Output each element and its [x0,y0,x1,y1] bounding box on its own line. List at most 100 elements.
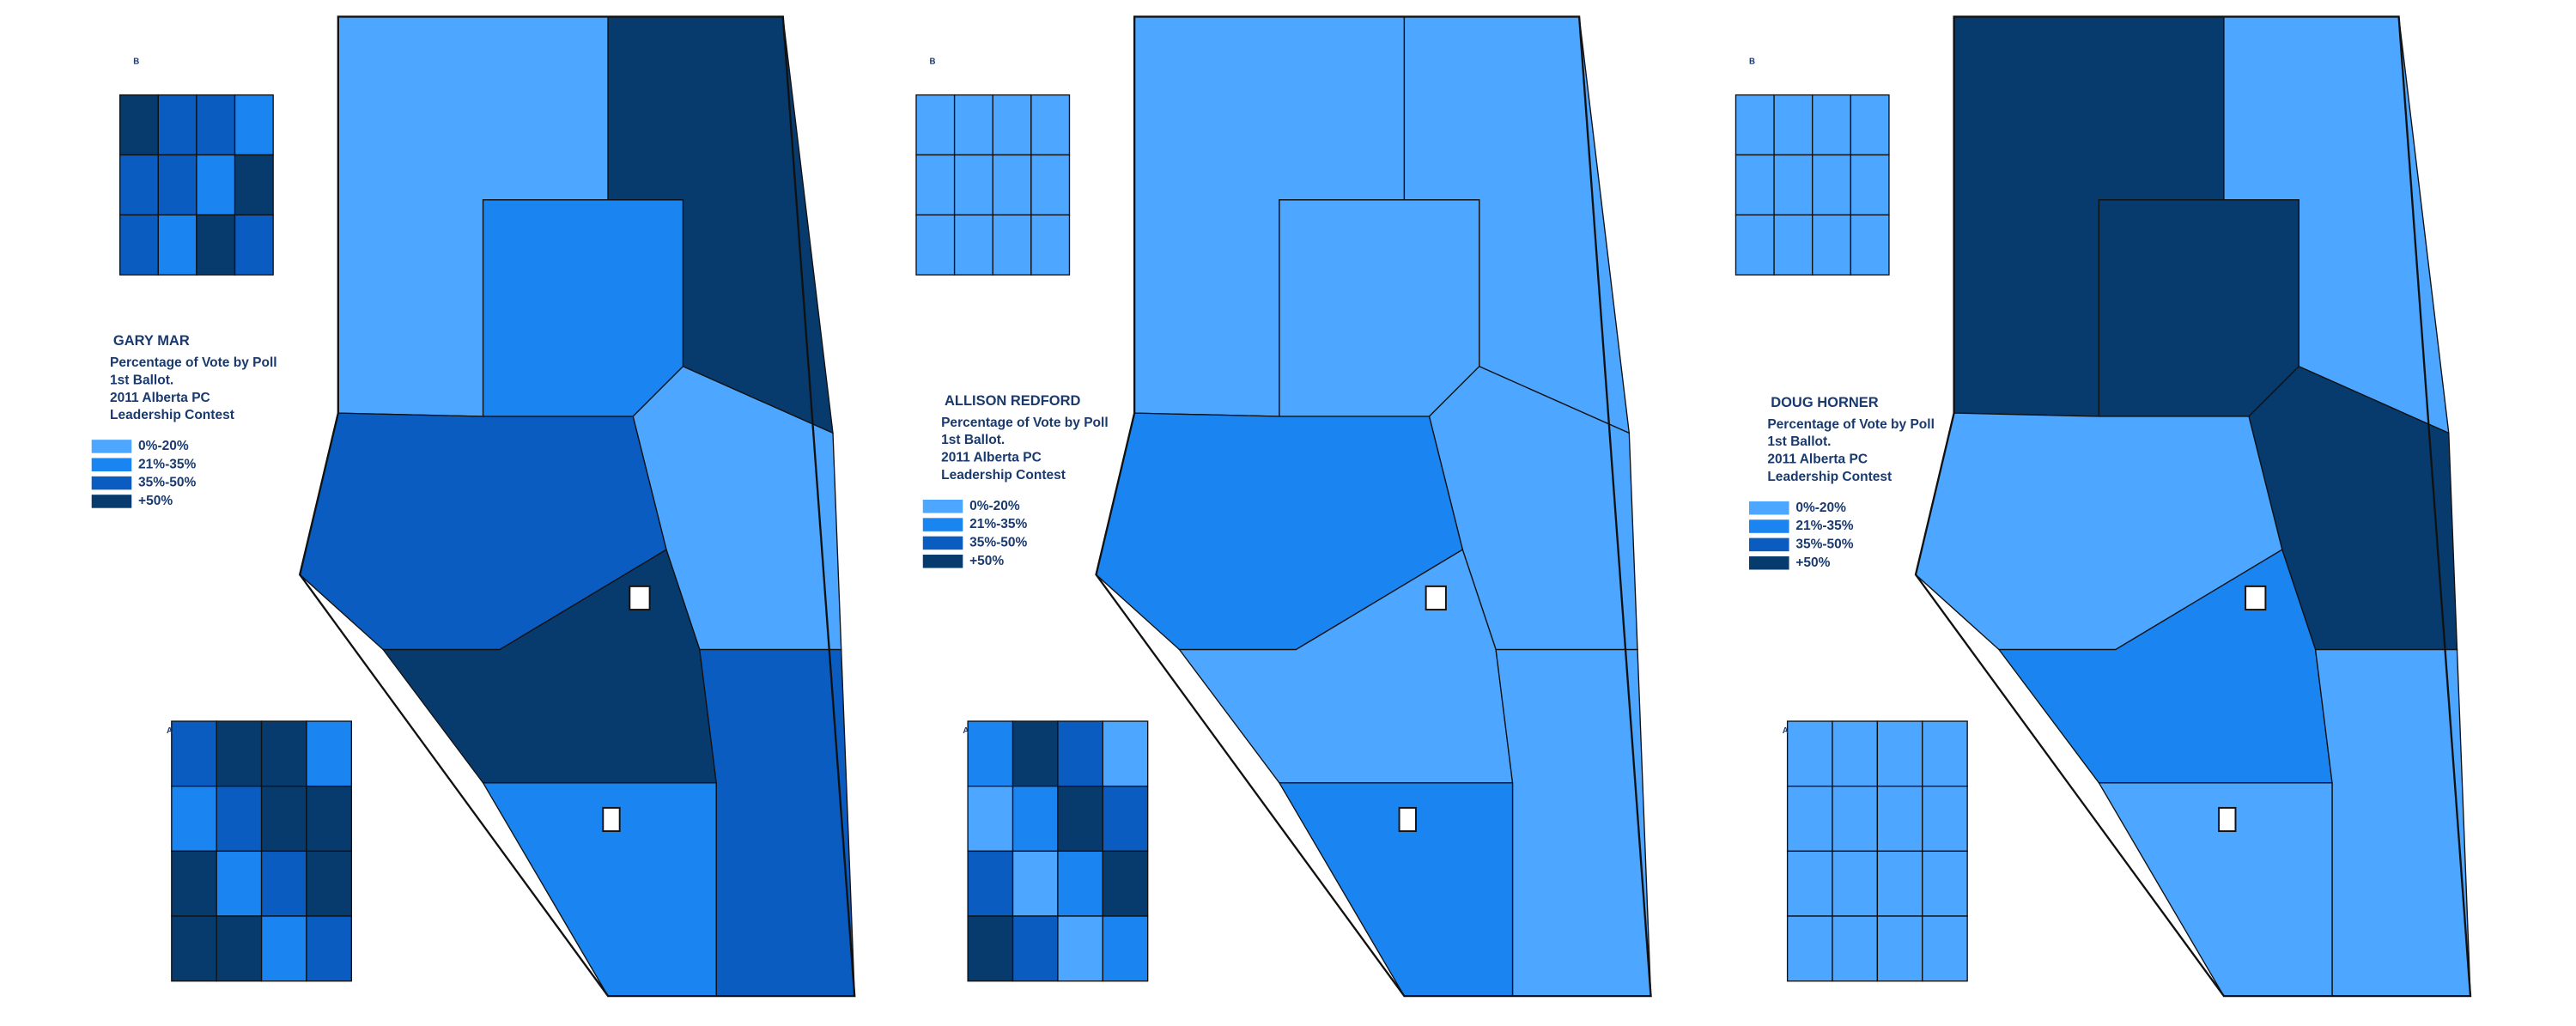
inset-cell [1832,720,1879,787]
inset-cell [119,94,159,156]
legend-label: 0%-20% [138,439,189,453]
legend-label: 21%-35% [969,517,1027,531]
inset-cell [1876,720,1923,787]
inset-cell [1030,154,1071,216]
inset-cell [992,154,1032,216]
province-outline [1095,15,1652,998]
inset-cell [157,154,197,216]
inset-cell [171,786,217,853]
inset-cell [171,850,217,917]
region [1495,648,1652,997]
inset-cell [1773,214,1814,276]
inset-cell [1786,720,1833,787]
region [2098,782,2333,997]
inset-cell [967,850,1014,917]
inset-cell [119,214,159,276]
inset-cell [1773,154,1814,216]
inset-cell [967,915,1014,982]
legend-swatch [922,500,963,513]
inset-cell [1922,786,1968,853]
inset-cell [1812,154,1852,216]
inset-cell [234,214,274,276]
legend-swatch [1749,555,1789,570]
inset-cell [1876,850,1923,917]
inset-cell [1922,720,1968,787]
inset-cell [216,786,263,853]
inset-cell [1030,214,1071,276]
inset-cell [260,720,307,787]
inset-cell [992,94,1032,156]
legend-title: GARY MAR [113,333,190,349]
inset-cell [992,214,1032,276]
inset-cell [1850,154,1890,216]
inset-cell [234,154,274,216]
inset-cell [216,720,263,787]
inset-cell [234,94,274,156]
inset-cell [1057,915,1103,982]
inset-cell [1102,720,1149,787]
inset-cell [967,720,1014,787]
legend-swatch [91,458,132,472]
inset-cell [196,154,236,216]
inset-cell [953,94,993,156]
legend-swatch [922,536,963,550]
legend-label: 0%-20% [969,499,1020,513]
inset-cell [171,915,217,982]
legend-title: ALLISON REDFORD [945,393,1081,409]
legend-title: DOUG HORNER [1771,395,1879,410]
legend-swatch [922,555,963,568]
inset-cell [1832,786,1879,853]
inset-label: A [167,726,173,736]
inset-cell [157,214,197,276]
panel: B A GARY MAR Percentage of Vote by Poll 1st … [91,15,856,998]
legend-label: 35%-50% [969,536,1027,550]
panel: B A ALLISON REDFORD Percentage of Vote by P… [915,15,1652,998]
city-marker [629,585,651,611]
legend-description: Leadership Contest [110,408,234,422]
inset-cell [1812,214,1852,276]
region [1279,199,1480,417]
legend-description: Percentage of Vote by Poll [110,355,277,370]
inset-cell [260,915,307,982]
inset-cell [1012,720,1059,787]
city-marker [1398,806,1417,833]
inset-cell [1850,94,1890,156]
inset-cell [1102,915,1149,982]
inset-cell [1102,786,1149,853]
inset-cell [171,720,217,787]
province-outline [298,15,856,998]
inset-cell [1102,850,1149,917]
province-outline [1914,15,2472,998]
inset-cell [306,915,353,982]
city-marker [602,806,621,833]
legend-swatch [91,495,132,508]
inset-cell [306,786,353,853]
inset-cell [216,850,263,917]
legend-swatch [922,518,963,531]
inset-label: B [133,57,139,66]
inset-cell [953,214,993,276]
inset-cell [915,214,956,276]
inset-cell [260,850,307,917]
inset-label: A [963,726,969,736]
inset-cell [953,154,993,216]
legend-label: +50% [138,494,173,508]
legend-label: 35%-50% [138,476,196,490]
inset-cell [1786,850,1833,917]
inset-cell [119,154,159,216]
city-marker [2218,806,2237,833]
legend-description: 2011 Alberta PC [110,391,210,405]
inset-label: A [1783,726,1789,736]
inset-cell [216,915,263,982]
region [1278,782,1514,997]
inset-cell [1812,94,1852,156]
inset-cell [967,786,1014,853]
inset-cell [1922,850,1968,917]
inset-cell [1735,94,1775,156]
inset-cell [1057,786,1103,853]
map-root: B A GARY MAR Percentage of Vote by Poll 1st … [91,15,2472,998]
inset-cell [915,94,956,156]
legend-description: 1st Ballot. [110,373,173,387]
panel: B A DOUG HORNER Percentage of Vote by Poll 1… [1735,15,2472,998]
